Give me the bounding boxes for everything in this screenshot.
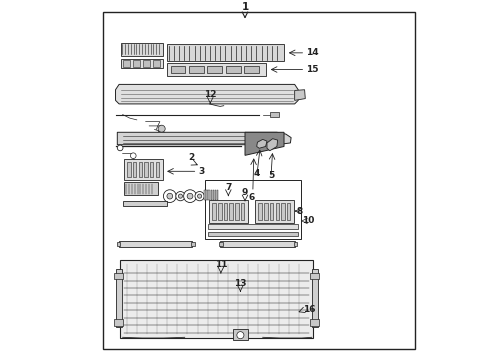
Bar bbox=[211, 190, 212, 200]
Circle shape bbox=[195, 192, 204, 201]
Text: 8: 8 bbox=[296, 207, 303, 216]
Text: 4: 4 bbox=[253, 170, 260, 179]
Text: 13: 13 bbox=[234, 279, 246, 288]
Bar bbox=[167, 63, 266, 76]
Bar bbox=[204, 190, 206, 200]
Polygon shape bbox=[245, 132, 284, 156]
Bar bbox=[124, 159, 164, 180]
Bar bbox=[310, 273, 319, 279]
Bar bbox=[312, 269, 318, 327]
Circle shape bbox=[216, 275, 225, 284]
Bar bbox=[121, 42, 164, 56]
Polygon shape bbox=[257, 139, 267, 148]
Bar bbox=[116, 269, 122, 327]
Bar bbox=[114, 273, 122, 279]
Text: 15: 15 bbox=[306, 65, 318, 74]
Bar bbox=[229, 203, 233, 220]
Bar bbox=[133, 162, 136, 177]
Text: 14: 14 bbox=[306, 48, 318, 57]
Bar bbox=[270, 112, 279, 117]
Bar bbox=[212, 203, 216, 220]
Bar bbox=[217, 190, 219, 200]
Bar bbox=[287, 203, 291, 220]
Circle shape bbox=[178, 194, 182, 198]
Bar bbox=[213, 190, 214, 200]
Bar bbox=[205, 180, 301, 239]
Bar bbox=[167, 44, 284, 61]
Circle shape bbox=[167, 193, 172, 199]
Text: 16: 16 bbox=[303, 305, 316, 314]
Bar bbox=[122, 201, 167, 206]
Text: 6: 6 bbox=[248, 193, 254, 202]
Bar bbox=[259, 203, 262, 220]
Bar bbox=[189, 66, 204, 73]
Bar bbox=[206, 190, 208, 200]
Bar bbox=[220, 242, 223, 246]
Text: 11: 11 bbox=[215, 260, 227, 269]
Bar bbox=[215, 190, 216, 200]
Bar bbox=[121, 59, 164, 68]
Text: 7: 7 bbox=[225, 183, 231, 192]
Circle shape bbox=[130, 153, 136, 158]
Bar bbox=[153, 60, 160, 67]
Polygon shape bbox=[294, 90, 305, 100]
Bar bbox=[218, 203, 221, 220]
Circle shape bbox=[237, 332, 244, 339]
Circle shape bbox=[164, 190, 176, 203]
Bar bbox=[150, 162, 153, 177]
Circle shape bbox=[184, 190, 196, 203]
Bar bbox=[264, 203, 268, 220]
Circle shape bbox=[117, 145, 123, 151]
Bar bbox=[114, 319, 122, 325]
Bar bbox=[218, 282, 224, 285]
Text: 3: 3 bbox=[198, 167, 204, 176]
Circle shape bbox=[197, 194, 202, 198]
Bar bbox=[233, 329, 248, 340]
Bar bbox=[208, 231, 298, 236]
Polygon shape bbox=[116, 84, 298, 104]
Bar bbox=[208, 190, 210, 200]
Text: 2: 2 bbox=[189, 153, 195, 162]
Bar bbox=[127, 162, 131, 177]
Bar bbox=[245, 66, 259, 73]
Bar bbox=[208, 224, 298, 229]
Circle shape bbox=[176, 192, 185, 201]
Bar bbox=[310, 319, 319, 325]
Bar bbox=[281, 203, 285, 220]
Text: 1: 1 bbox=[242, 3, 248, 12]
Polygon shape bbox=[117, 132, 291, 145]
Bar bbox=[207, 66, 222, 73]
Bar bbox=[191, 242, 195, 246]
Bar bbox=[241, 203, 245, 220]
Bar bbox=[143, 60, 150, 67]
Text: 10: 10 bbox=[302, 216, 315, 225]
Bar bbox=[139, 162, 142, 177]
Bar bbox=[120, 260, 314, 338]
Bar bbox=[294, 242, 297, 246]
Bar bbox=[119, 241, 192, 247]
Text: 12: 12 bbox=[204, 90, 217, 99]
Bar bbox=[275, 203, 279, 220]
Bar bbox=[235, 203, 239, 220]
Bar bbox=[220, 241, 294, 247]
Circle shape bbox=[187, 193, 193, 199]
Bar bbox=[133, 60, 140, 67]
Bar bbox=[144, 162, 148, 177]
Bar bbox=[224, 203, 227, 220]
Bar bbox=[209, 200, 248, 223]
Bar bbox=[226, 66, 241, 73]
Circle shape bbox=[158, 125, 165, 132]
Bar bbox=[117, 242, 120, 246]
Text: 9: 9 bbox=[242, 188, 248, 197]
Polygon shape bbox=[267, 139, 278, 151]
Bar bbox=[270, 203, 273, 220]
Bar bbox=[103, 12, 415, 349]
Bar bbox=[255, 200, 294, 223]
Bar bbox=[156, 162, 159, 177]
Text: 5: 5 bbox=[268, 171, 274, 180]
Bar bbox=[123, 60, 130, 67]
Bar bbox=[171, 66, 185, 73]
Bar bbox=[124, 182, 158, 195]
